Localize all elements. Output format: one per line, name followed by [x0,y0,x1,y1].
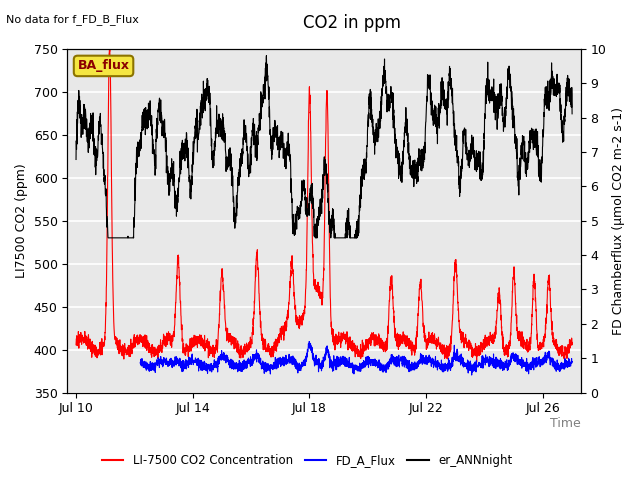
Y-axis label: FD Chamberflux (μmol CO2 m-2 s-1): FD Chamberflux (μmol CO2 m-2 s-1) [612,107,625,335]
Text: CO2 in ppm: CO2 in ppm [303,14,401,33]
Y-axis label: LI7500 CO2 (ppm): LI7500 CO2 (ppm) [15,163,28,278]
Text: No data for f_FD_B_Flux: No data for f_FD_B_Flux [6,14,140,25]
Text: Time: Time [550,417,581,430]
Legend: LI-7500 CO2 Concentration, FD_A_Flux, er_ANNnight: LI-7500 CO2 Concentration, FD_A_Flux, er… [97,449,517,472]
Text: BA_flux: BA_flux [77,60,129,72]
